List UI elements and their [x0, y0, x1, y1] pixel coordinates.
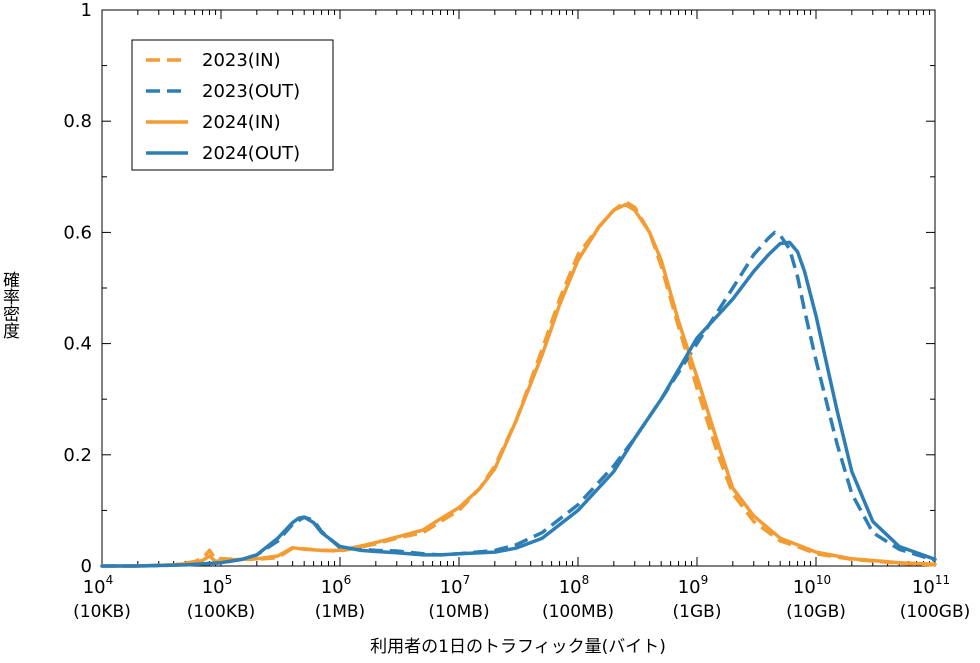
series-line-2	[100, 202, 937, 568]
series-line-1	[102, 230, 936, 568]
y-tick-label: 1	[81, 0, 92, 21]
y-tick-label: 0	[81, 556, 92, 577]
x-tick-label: 105	[202, 573, 233, 598]
legend-box	[131, 39, 334, 171]
series-line-0	[102, 200, 936, 568]
x-tick-sublabel: (100KB)	[187, 602, 256, 622]
x-tick-sublabel: (1MB)	[315, 602, 365, 622]
x-tick-label: 1011	[912, 573, 950, 598]
x-tick-label: 108	[559, 573, 590, 598]
x-tick-label: 107	[440, 573, 471, 598]
y-axis-title: 確率密度	[0, 271, 20, 339]
y-tick-label: 0.8	[63, 111, 92, 132]
x-tick-label: 1010	[793, 573, 831, 598]
series-line-3	[100, 240, 937, 568]
y-tick-label: 0.4	[63, 334, 92, 355]
legend: 2023(IN) 2023(OUT) 2024(IN) 2024(OUT)	[131, 39, 334, 171]
y-tick-label: 0.2	[63, 445, 92, 466]
x-tick-sublabel: (100GB)	[900, 602, 971, 622]
x-axis-title: 利用者の1日のトラフィック量(バイト)	[370, 637, 666, 657]
legend-label: 2023(OUT)	[202, 81, 300, 102]
axis-ticks: 104 (10KB) 105 (100KB) 106 (1MB) 107 (10MB) 108 (…	[63, 0, 970, 622]
x-tick-sublabel: (10KB)	[73, 602, 131, 622]
x-tick-sublabel: (10MB)	[428, 602, 489, 622]
y-tick-label: 0.6	[63, 222, 92, 243]
legend-label: 2023(IN)	[202, 50, 281, 71]
x-tick-label: 104	[83, 573, 114, 598]
x-tick-sublabel: (1GB)	[673, 602, 722, 622]
legend-label: 2024(OUT)	[202, 143, 300, 164]
series-lines	[100, 200, 937, 568]
x-tick-label: 109	[678, 573, 709, 598]
x-tick-sublabel: (100MB)	[542, 602, 614, 622]
x-tick-label: 106	[321, 573, 352, 598]
legend-label: 2024(IN)	[202, 112, 281, 133]
x-tick-sublabel: (10GB)	[786, 602, 846, 622]
